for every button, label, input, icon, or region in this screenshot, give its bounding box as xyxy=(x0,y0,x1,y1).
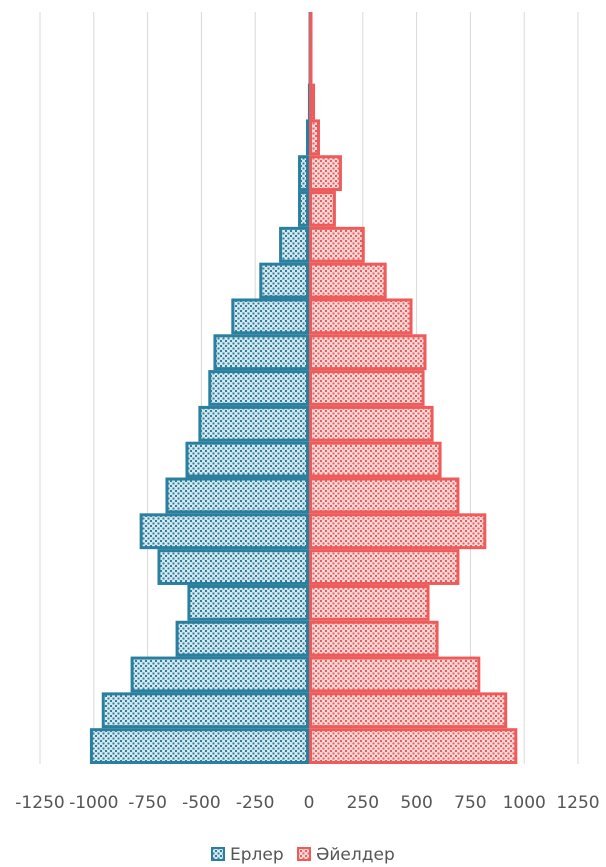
bar xyxy=(198,405,310,442)
bar xyxy=(213,334,309,371)
x-tick-label: 0 xyxy=(304,793,315,813)
bar xyxy=(165,477,309,514)
legend-label: Әйелдер xyxy=(316,845,395,865)
bar xyxy=(309,728,518,765)
bar xyxy=(309,47,313,84)
bar xyxy=(231,298,310,335)
bar xyxy=(309,226,365,263)
bar xyxy=(185,441,310,478)
bar xyxy=(259,262,309,299)
bar xyxy=(309,83,316,120)
legend-swatch xyxy=(211,847,225,861)
x-tick-label: 250 xyxy=(347,793,379,813)
bar xyxy=(139,513,309,550)
legend-label: Ерлер xyxy=(230,845,284,865)
x-tick-label: 1000 xyxy=(503,793,546,813)
bar xyxy=(309,191,336,227)
bar xyxy=(309,513,487,550)
bar xyxy=(309,298,413,335)
bar xyxy=(309,119,320,156)
x-tick-label: 750 xyxy=(454,793,486,813)
bar xyxy=(309,441,442,478)
bar xyxy=(309,656,481,693)
x-tick-label: 500 xyxy=(400,793,432,813)
bar xyxy=(279,226,309,263)
bar xyxy=(309,12,313,48)
bar xyxy=(309,370,425,406)
bar xyxy=(130,656,309,693)
bar xyxy=(305,119,310,156)
x-tick-label: 1250 xyxy=(556,793,599,813)
bar xyxy=(187,584,309,621)
x-tick-label: -1000 xyxy=(69,793,118,813)
bar xyxy=(309,262,387,299)
legend-swatch xyxy=(297,847,311,861)
bar xyxy=(298,191,310,227)
bar xyxy=(309,692,508,729)
bar xyxy=(101,692,309,729)
bar xyxy=(309,405,434,442)
bar xyxy=(309,620,439,657)
bar xyxy=(309,549,460,585)
bar xyxy=(89,728,309,765)
bar xyxy=(157,549,309,585)
x-tick-label: -1250 xyxy=(15,793,64,813)
bar xyxy=(175,620,309,657)
bar xyxy=(309,584,430,621)
x-tick-label: -500 xyxy=(182,793,221,813)
bar xyxy=(309,477,460,514)
x-tick-label: -750 xyxy=(128,793,167,813)
bar xyxy=(309,334,427,371)
x-tick-label: -250 xyxy=(236,793,275,813)
bar xyxy=(208,370,310,406)
bar xyxy=(309,155,342,192)
bar xyxy=(298,155,310,192)
